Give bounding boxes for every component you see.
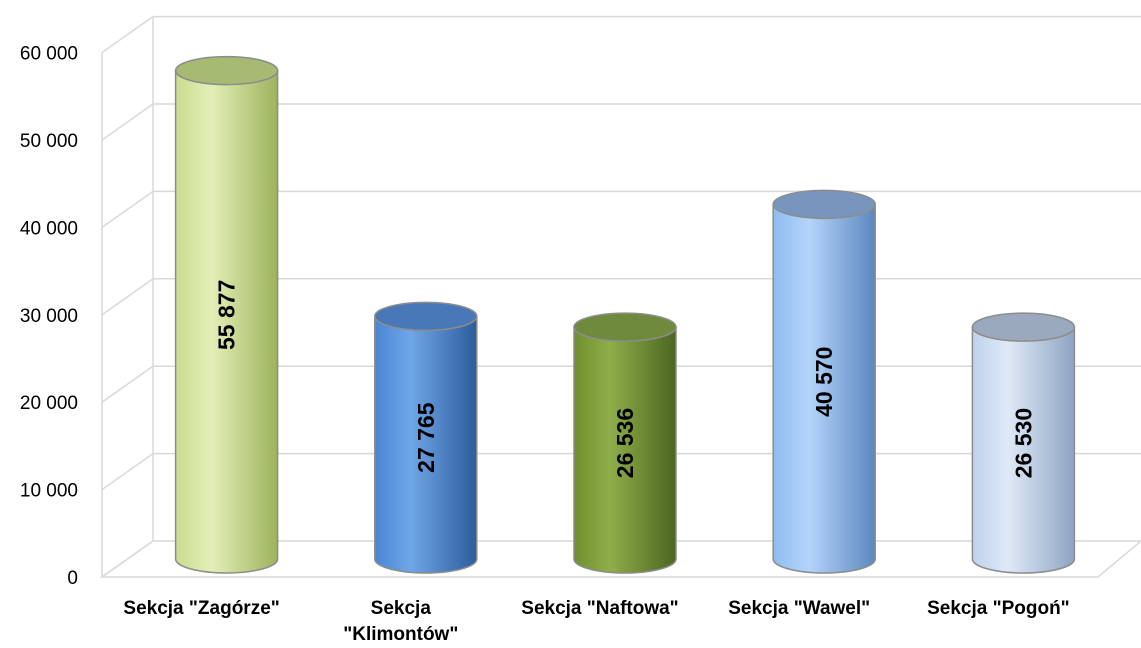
x-tick-label: Sekcja "Klimontów" [343,598,458,645]
gridline-side [101,190,154,229]
bar: 26 530 [971,312,1076,574]
y-tick-label: 20 000 [20,393,78,414]
x-tick-label: Sekcja "Pogoń" [927,598,1070,619]
x-tick-label: Sekcja "Wawel" [728,598,870,619]
x-axis-categories: Sekcja "Zagórze" Sekcja "Klimontów" Sekcja … [123,598,1069,645]
data-label: 40 570 [811,347,837,417]
gridline-side [101,15,154,54]
bar-cylinder-body [772,203,876,574]
chart-floor [99,540,1141,578]
data-label: 27 765 [413,402,439,473]
y-axis-ticks: 0 10 000 20 000 30 000 40 000 50 000 60 000 [20,44,78,589]
y-tick-label: 0 [67,568,78,589]
bar: 27 765 [374,301,478,574]
bar-cylinder-top [374,301,478,332]
bar: 40 570 [772,189,876,574]
gridline-side [101,365,154,403]
x-tick-label: Sekcja "Naftowa" [521,598,678,619]
data-label: 26 536 [612,408,638,478]
bar-cylinder-body [971,326,1076,574]
data-label: 26 530 [1010,408,1036,478]
bar-cylinder-body [573,326,677,574]
x-tick-label: Sekcja "Zagórze" [123,598,279,619]
bar-cylinder-body [374,315,478,574]
bar-cylinder-top [573,312,677,342]
gridline-side [101,452,154,491]
bar-cylinder-top [174,55,279,86]
bar-cylinder-top [971,312,1076,342]
gridline-side [101,103,154,141]
bar-cylinder-body [174,69,279,574]
bar: 55 877 [174,55,279,574]
bar: 26 536 [573,312,677,574]
y-tick-label: 40 000 [20,218,78,239]
bar-cylinder-top [772,189,876,220]
y-tick-label: 30 000 [20,306,78,327]
y-tick-label: 10 000 [20,481,78,502]
y-tick-label: 50 000 [20,131,78,152]
y-tick-label: 60 000 [20,44,78,65]
bars-layer: 55 877 27 765 26 536 40 570 26 530 [174,55,1076,574]
data-label: 55 877 [214,280,240,350]
gridline-side [101,278,154,316]
